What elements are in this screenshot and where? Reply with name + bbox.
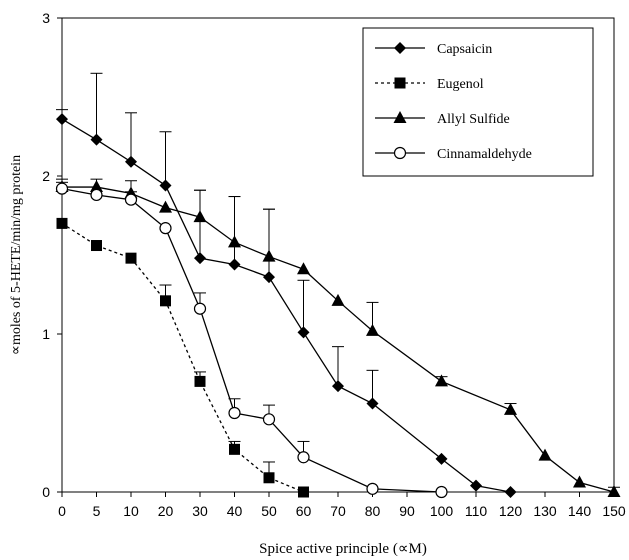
point-allyl-sulfide — [297, 262, 310, 275]
series-allyl-sulfide — [55, 178, 621, 497]
x-tick-label: 150 — [602, 503, 626, 519]
point-cinnamaldehyde — [366, 482, 379, 495]
x-tick-label: 80 — [365, 503, 381, 519]
series-layer — [55, 72, 621, 499]
point-capsaicin — [90, 133, 103, 146]
series-line-eugenol — [61, 222, 304, 493]
point-eugenol — [91, 240, 102, 252]
point-cinnamaldehyde — [297, 451, 310, 464]
point-cinnamaldehyde — [262, 413, 276, 426]
point-capsaicin — [504, 486, 517, 498]
point-cinnamaldehyde — [90, 188, 103, 202]
y-tick-label: 2 — [42, 168, 50, 184]
x-tick-label: 110 — [465, 503, 488, 519]
x-tick-label: 0 — [58, 503, 66, 519]
point-allyl-sulfide — [90, 180, 103, 193]
point-eugenol — [56, 217, 68, 229]
legend-marker-eugenol — [394, 77, 406, 89]
y-tick-label: 3 — [42, 10, 50, 26]
point-allyl-sulfide — [228, 235, 241, 248]
point-eugenol — [229, 443, 240, 455]
x-tick-label: 70 — [330, 503, 346, 519]
y-axis-label: ∝moles of 5-HETE/min/mg protein — [9, 155, 24, 355]
point-capsaicin — [470, 479, 482, 492]
series-eugenol — [56, 217, 309, 498]
point-capsaicin — [263, 271, 275, 284]
point-capsaicin — [366, 397, 379, 410]
x-tick-label: 40 — [227, 503, 243, 519]
legend: Capsaicin Eugenol Allyl Sulfide Cinnamaldeh… — [362, 27, 594, 177]
x-tick-label: 20 — [158, 503, 174, 519]
legend-label-allyl-sulfide: Allyl Sulfide — [437, 112, 510, 127]
x-tick-label: 60 — [296, 503, 312, 519]
x-tick-label: 100 — [430, 503, 454, 519]
series-cinnamaldehyde — [55, 181, 448, 499]
x-axis-label: Spice active principle (∝M) — [259, 541, 427, 557]
x-tick-label: 130 — [533, 503, 557, 519]
series-line-cinnamaldehyde — [61, 188, 442, 493]
point-eugenol — [194, 375, 206, 387]
x-tick-label: 120 — [499, 503, 523, 519]
point-allyl-sulfide — [435, 374, 448, 387]
point-cinnamaldehyde — [55, 182, 69, 195]
x-tick-label: 10 — [123, 503, 139, 519]
point-allyl-sulfide — [538, 448, 552, 461]
legend-marker-allyl-sulfide — [393, 111, 407, 123]
point-capsaicin — [125, 155, 137, 168]
point-eugenol — [298, 486, 309, 498]
point-cinnamaldehyde — [124, 193, 138, 206]
legend-label-cinnamaldehyde: Cinnamaldehyde — [437, 147, 532, 162]
point-allyl-sulfide — [366, 323, 379, 336]
legend-marker-capsaicin — [394, 42, 406, 54]
point-capsaicin — [194, 252, 206, 265]
point-capsaicin — [435, 452, 448, 465]
point-cinnamaldehyde — [193, 302, 207, 315]
axes: 0 5 10 20 30 40 50 60 70 80 90 100 110 120 130 140 150 0 1… — [42, 10, 626, 519]
legend-label-capsaicin: Capsaicin — [437, 42, 492, 57]
point-capsaicin — [332, 380, 344, 393]
x-tick-label: 140 — [568, 503, 592, 519]
x-tick-label: 90 — [399, 503, 415, 519]
legend-label-eugenol: Eugenol — [437, 77, 484, 92]
series-line-allyl-sulfide — [62, 186, 615, 493]
point-allyl-sulfide — [573, 475, 586, 488]
x-tick-label: 5 — [93, 503, 101, 519]
point-allyl-sulfide — [193, 210, 207, 223]
legend-marker-cinnamaldehyde — [393, 146, 407, 160]
point-cinnamaldehyde — [228, 406, 241, 420]
point-allyl-sulfide — [159, 200, 172, 213]
point-capsaicin — [228, 258, 241, 271]
point-capsaicin — [159, 179, 172, 192]
point-capsaicin — [56, 113, 68, 126]
y-tick-label: 0 — [42, 484, 50, 500]
point-cinnamaldehyde — [435, 485, 448, 499]
point-allyl-sulfide — [331, 293, 345, 306]
x-tick-label: 30 — [192, 503, 208, 519]
point-cinnamaldehyde — [159, 222, 172, 235]
point-allyl-sulfide — [504, 402, 517, 415]
point-allyl-sulfide — [607, 485, 621, 497]
point-eugenol — [160, 295, 171, 307]
y-tick-label: 1 — [42, 326, 50, 342]
point-allyl-sulfide — [262, 249, 276, 262]
x-tick-label: 50 — [261, 503, 277, 519]
point-capsaicin — [297, 326, 310, 339]
point-eugenol — [125, 252, 137, 264]
point-eugenol — [263, 472, 275, 484]
